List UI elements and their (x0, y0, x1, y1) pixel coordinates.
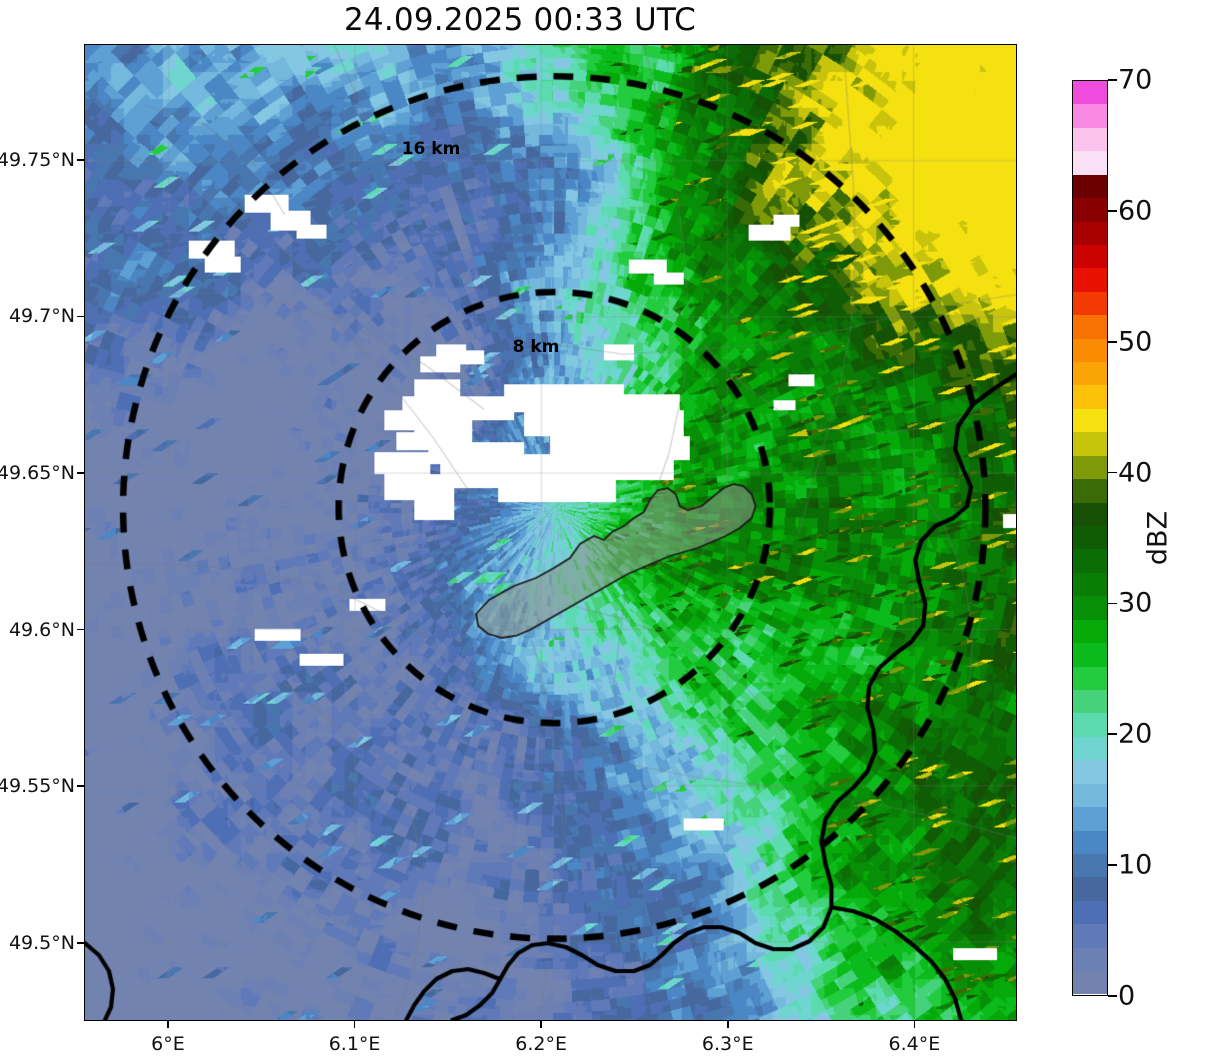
colorbar-band-20 (1073, 502, 1107, 527)
longitude-tick-label-2: 6.2°E (515, 1033, 568, 1055)
colorbar-tick-label-10: 10 (1118, 849, 1153, 881)
colorbar-band-24 (1073, 408, 1107, 433)
colorbar-axis-label: dBZ (1142, 510, 1174, 566)
colorbar-band-32 (1073, 221, 1107, 245)
colorbar-band-19 (1073, 526, 1107, 550)
colorbar-band-15 (1073, 619, 1107, 644)
colorbar-band-6 (1073, 830, 1107, 854)
colorbar-band-30 (1073, 268, 1107, 292)
colorbar-band-18 (1073, 549, 1107, 573)
colorbar-tick-mark-60 (1108, 210, 1117, 212)
colorbar-band-35 (1073, 151, 1107, 175)
latitude-tick-mark-2 (77, 472, 84, 474)
colorbar-band-10 (1073, 736, 1107, 761)
radar-map-axes[interactable] (84, 44, 1017, 1021)
latitude-tick-mark-3 (77, 628, 84, 631)
colorbar-band-33 (1073, 198, 1107, 222)
longitude-tick-label-1: 6.1°E (328, 1033, 381, 1055)
latitude-tick-mark-5 (77, 941, 84, 944)
longitude-tick-mark-3 (726, 1021, 729, 1028)
colorbar-tick-label-0: 0 (1118, 980, 1136, 1012)
longitude-tick-mark-2 (540, 1021, 542, 1028)
colorbar-band-7 (1073, 807, 1107, 831)
page-title: 24.09.2025 00:33 UTC (344, 2, 696, 38)
colorbar[interactable] (1072, 80, 1108, 996)
colorbar-band-37 (1073, 104, 1107, 128)
longitude-tick-mark-4 (913, 1021, 916, 1028)
colorbar-band-23 (1073, 432, 1107, 456)
latitude-tick-mark-0 (77, 159, 84, 161)
colorbar-band-13 (1073, 666, 1107, 690)
colorbar-tick-mark-70 (1108, 79, 1117, 81)
latitude-tick-label-5: 49.5°N (8, 931, 75, 954)
colorbar-band-2 (1073, 924, 1107, 948)
latitude-tick-label-1: 49.7°N (8, 305, 75, 328)
colorbar-tick-label-20: 20 (1118, 718, 1153, 750)
colorbar-band-17 (1073, 572, 1107, 597)
longitude-tick-mark-1 (353, 1021, 356, 1028)
colorbar-tick-mark-50 (1108, 340, 1117, 343)
colorbar-tick-label-60: 60 (1118, 195, 1153, 227)
colorbar-tick-mark-40 (1108, 471, 1117, 474)
colorbar-band-5 (1073, 853, 1107, 878)
longitude-tick-label-0: 6°E (151, 1033, 185, 1055)
map-overlay-vectors (85, 45, 1016, 1020)
colorbar-band-11 (1073, 713, 1107, 737)
colorbar-band-12 (1073, 689, 1107, 714)
colorbar-band-16 (1073, 596, 1107, 620)
colorbar-band-14 (1073, 643, 1107, 667)
range-ring-label-16km: 16 km (401, 139, 461, 159)
colorbar-tick-label-30: 30 (1118, 587, 1153, 619)
colorbar-band-31 (1073, 244, 1107, 269)
colorbar-band-21 (1073, 479, 1107, 503)
colorbar-band-28 (1073, 315, 1107, 339)
latitude-tick-mark-1 (77, 315, 84, 318)
colorbar-tick-mark-10 (1108, 864, 1117, 866)
colorbar-band-25 (1073, 385, 1107, 409)
colorbar-band-34 (1073, 174, 1107, 199)
longitude-tick-mark-0 (167, 1021, 169, 1028)
colorbar-band-4 (1073, 877, 1107, 901)
colorbar-band-0 (1073, 971, 1107, 995)
colorbar-tick-label-70: 70 (1118, 64, 1153, 96)
latitude-tick-mark-4 (77, 785, 84, 787)
colorbar-band-27 (1073, 338, 1107, 363)
colorbar-band-1 (1073, 947, 1107, 972)
range-ring-label-8km: 8 km (512, 337, 560, 357)
colorbar-band-8 (1073, 783, 1107, 808)
latitude-tick-label-2: 49.65°N (0, 462, 75, 484)
colorbar-tick-mark-0 (1108, 995, 1117, 997)
colorbar-band-38 (1073, 81, 1107, 105)
colorbar-band-22 (1073, 455, 1107, 480)
colorbar-tick-mark-30 (1108, 602, 1117, 605)
colorbar-band-26 (1073, 362, 1107, 386)
colorbar-band-9 (1073, 760, 1107, 784)
colorbar-tick-label-40: 40 (1118, 457, 1153, 489)
colorbar-band-29 (1073, 291, 1107, 316)
colorbar-band-36 (1073, 127, 1107, 152)
latitude-tick-label-3: 49.6°N (8, 618, 75, 641)
latitude-tick-label-4: 49.55°N (0, 775, 75, 798)
colorbar-tick-mark-20 (1108, 733, 1117, 736)
colorbar-band-3 (1073, 900, 1107, 925)
latitude-tick-label-0: 49.75°N (0, 148, 75, 171)
colorbar-tick-label-50: 50 (1118, 326, 1153, 358)
longitude-tick-label-4: 6.4°E (888, 1033, 941, 1055)
longitude-tick-label-3: 6.3°E (701, 1033, 754, 1055)
